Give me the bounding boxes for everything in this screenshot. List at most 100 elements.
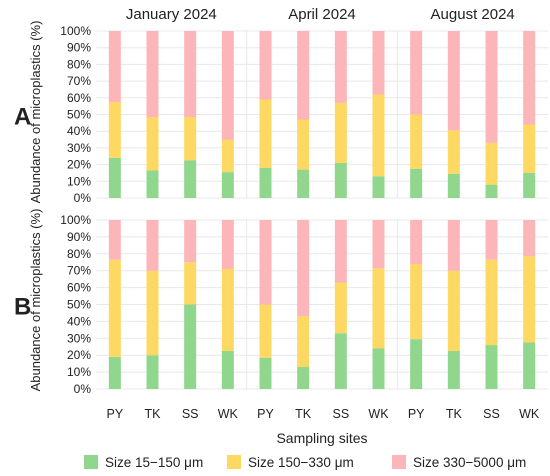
bar-segment-small <box>447 350 460 389</box>
bar-segment-large <box>146 220 159 271</box>
bar-segment-medium <box>146 117 159 171</box>
bar-segment-medium <box>184 262 197 305</box>
bar-segment-small <box>184 304 197 389</box>
bar-segment-large <box>297 31 310 120</box>
y-tick-label: 50% <box>67 298 91 312</box>
bar-segment-medium <box>372 268 385 349</box>
legend-swatch <box>84 455 98 469</box>
x-tick-label: SS <box>332 407 349 421</box>
y-tick-label: 90% <box>67 41 91 55</box>
bar-segment-medium <box>108 259 121 357</box>
bar-segment-small <box>334 333 347 389</box>
bar-segment-medium <box>259 99 272 168</box>
bar-segment-medium <box>334 102 347 163</box>
bar-segment-medium <box>447 270 460 351</box>
bar-segment-large <box>297 220 310 317</box>
bar-segment-large <box>447 31 460 131</box>
y-tick-label: 20% <box>67 158 91 172</box>
bar-segment-medium <box>297 316 310 368</box>
bar-segment-small <box>523 172 536 198</box>
bar-segment-large <box>221 31 234 140</box>
bar-segment-small <box>146 355 159 389</box>
bar-segment-large <box>334 31 347 103</box>
bar-segment-large <box>108 31 121 102</box>
y-tick-label: 100% <box>60 24 91 38</box>
bar-segment-medium <box>334 282 347 334</box>
bar-segment-small <box>447 173 460 198</box>
x-tick-label: PY <box>257 407 274 421</box>
panel-label: A <box>14 104 31 131</box>
bar-segment-small <box>372 348 385 389</box>
bar-segment-large <box>447 220 460 271</box>
bar-segment-small <box>485 345 498 389</box>
x-tick-label: SS <box>483 407 500 421</box>
bar-segment-medium <box>485 142 498 185</box>
x-tick-label: PY <box>106 407 123 421</box>
bar-segment-small <box>523 342 536 389</box>
bar-segment-medium <box>221 269 234 351</box>
bar-segment-medium <box>184 117 197 161</box>
bar-segment-medium <box>221 139 234 173</box>
legend-swatch <box>227 455 241 469</box>
bar-segment-small <box>108 157 121 198</box>
legend: Size 15−150 μm Size 150−330 μm Size 330−50… <box>84 455 526 470</box>
y-tick-label: 20% <box>67 348 91 362</box>
x-axis-label: Sampling sites <box>276 430 367 446</box>
bar-segment-large <box>410 220 423 264</box>
bar-segment-small <box>221 350 234 389</box>
y-tick-label: 80% <box>67 247 91 261</box>
bar-segment-small <box>184 160 197 198</box>
x-tick-label: WK <box>519 407 540 421</box>
y-tick-label: 90% <box>67 230 91 244</box>
y-tick-label: 80% <box>67 57 91 71</box>
x-tick-label: TK <box>295 407 312 421</box>
bar-segment-large <box>523 31 536 125</box>
bar-segment-small <box>334 162 347 198</box>
y-tick-label: 40% <box>67 124 91 138</box>
bar-segment-small <box>297 169 310 198</box>
x-tick-label: SS <box>182 407 199 421</box>
bar-segment-medium <box>410 114 423 169</box>
panel-a: 0% 10% 20% 30% 40% 50% 60% 70% 80% 90% 100% A <box>14 24 548 205</box>
bar-segment-small <box>297 367 310 389</box>
bar-segment-small <box>221 172 234 198</box>
bar-segment-medium <box>108 101 121 158</box>
y-tick-label: 30% <box>67 141 91 155</box>
bar-segment-medium <box>523 256 536 343</box>
bar-segment-small <box>485 184 498 198</box>
bar-segment-medium <box>523 124 536 173</box>
bar-segment-large <box>523 220 536 257</box>
bar-segment-medium <box>259 304 272 358</box>
bar-segment-medium <box>447 130 460 174</box>
panel-b: 0% 10% 20% 30% 40% 50% 60% 70% 80% 90% 100% B <box>14 213 548 396</box>
bar-segment-small <box>410 339 423 389</box>
bar-segment-medium <box>410 263 423 340</box>
bar-segment-small <box>259 167 272 198</box>
bar-segment-small <box>410 168 423 198</box>
legend-label: Size 150−330 μm <box>248 455 354 470</box>
y-tick-label: 10% <box>67 365 91 379</box>
period-headers: January 2024 April 2024 August 2024 <box>126 6 515 23</box>
x-tick-label: WK <box>218 407 239 421</box>
bar-segment-small <box>259 357 272 389</box>
bar-segment-small <box>146 170 159 198</box>
bar-segment-large <box>334 220 347 283</box>
bar-segment-large <box>410 31 423 115</box>
y-tick-label: 70% <box>67 74 91 88</box>
y-tick-label: 50% <box>67 108 91 122</box>
bar-segment-large <box>108 220 121 260</box>
x-tick-label: TK <box>145 407 162 421</box>
bar-segment-large <box>259 31 272 100</box>
bar-segment-large <box>184 31 197 118</box>
bar-segment-large <box>485 31 498 143</box>
y-tick-label: 0% <box>74 191 92 205</box>
bar-segment-small <box>372 176 385 198</box>
x-tick-label: TK <box>446 407 463 421</box>
x-tick-label: WK <box>368 407 389 421</box>
y-tick-label: 60% <box>67 91 91 105</box>
legend-label: Size 330−5000 μm <box>413 455 526 470</box>
y-axis-label-panel-a: Abundance of microplastics (%) <box>28 21 43 204</box>
x-tick-label: PY <box>408 407 425 421</box>
y-tick-label: 70% <box>67 264 91 278</box>
